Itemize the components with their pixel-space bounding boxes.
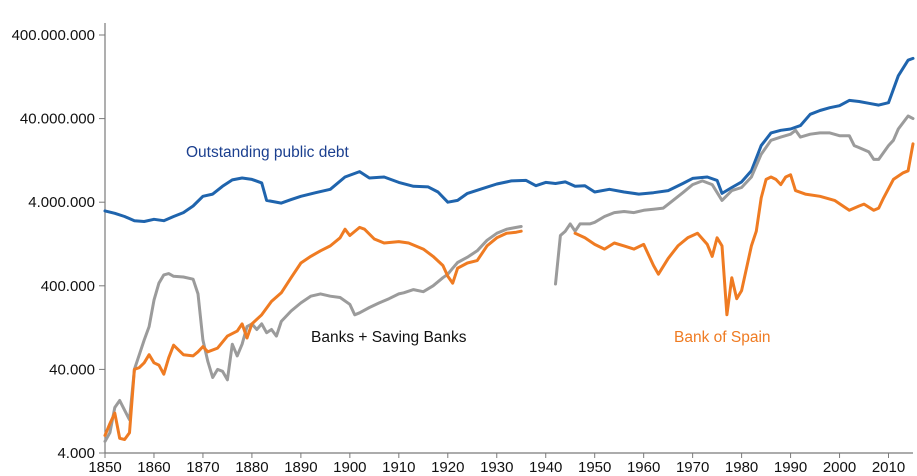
series-line-banks-saving-banks-segment-2	[554, 114, 915, 286]
series-layer	[103, 56, 915, 443]
series-line-bank-of-spain-segment-1	[103, 225, 523, 441]
y-tick-label: 40.000.000	[20, 111, 95, 128]
x-tick-label: 1880	[235, 459, 268, 476]
series-label-outstanding-public-debt: Outstanding public debt	[186, 144, 350, 161]
series-line-outstanding-public-debt-segment-1	[103, 56, 915, 223]
x-tick-label: 1990	[774, 459, 807, 476]
x-tick-label: 1890	[284, 459, 317, 476]
y-tick-label: 400.000.000	[12, 27, 95, 44]
x-tick-label: 2010	[872, 459, 905, 476]
x-tick-label: 1900	[333, 459, 366, 476]
x-axis: 1850 1860 1870 1880 1890 1900 1910 1920 1930 1940…	[88, 452, 913, 476]
y-tick-label: 4.000.000	[28, 194, 95, 211]
series-label-banks-saving-banks: Banks + Saving Banks	[311, 329, 467, 346]
x-tick-label: 1850	[88, 459, 121, 476]
x-tick-label: 1960	[627, 459, 660, 476]
x-tick-label: 1930	[480, 459, 513, 476]
x-tick-label: 1910	[382, 459, 415, 476]
x-tick-label: 1940	[529, 459, 562, 476]
x-tick-label: 1950	[578, 459, 611, 476]
x-tick-label: 1980	[725, 459, 758, 476]
y-tick-label: 4.000	[57, 445, 95, 462]
x-tick-label: 1870	[186, 459, 219, 476]
series-line-banks-saving-banks-segment-1	[103, 225, 523, 443]
x-tick-label: 1920	[431, 459, 464, 476]
series-label-bank-of-spain: Bank of Spain	[674, 329, 771, 346]
x-tick-label: 2000	[823, 459, 856, 476]
series-line-bank-of-spain-segment-2	[573, 142, 915, 317]
x-tick-label: 1860	[137, 459, 170, 476]
x-tick-label: 1970	[676, 459, 709, 476]
y-tick-label: 40.000	[49, 361, 95, 378]
y-tick-label: 400.000	[41, 278, 95, 295]
y-axis: 4.000 40.000 400.000 4.000.000 40.000.000 400…	[12, 23, 106, 462]
